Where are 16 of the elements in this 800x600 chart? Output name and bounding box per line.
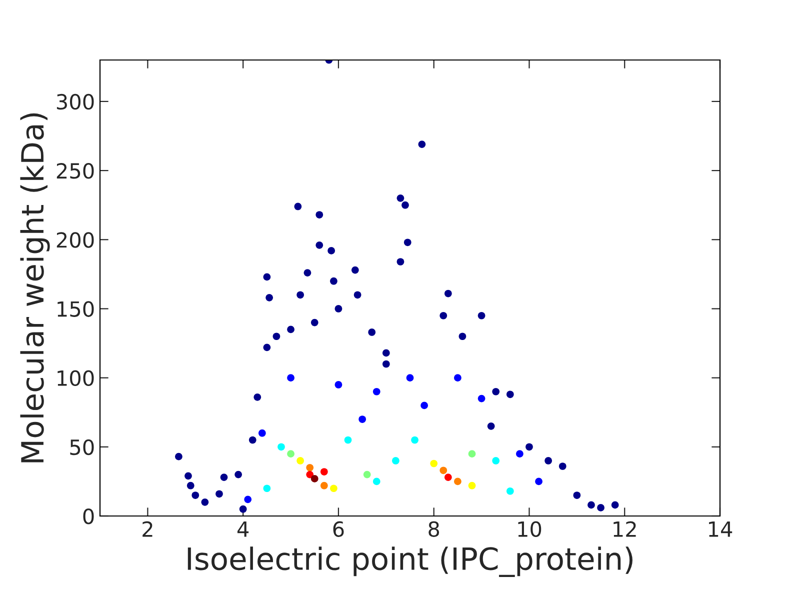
x-tick-label: 4 [237, 522, 249, 537]
y-tick-label: 100 [58, 370, 94, 386]
x-tick-label: 2 [142, 521, 152, 537]
x-tick-label: 10 [518, 521, 542, 537]
y-axis-title: Molecular weight (kDa) [20, 113, 50, 462]
y-tick-label: 200 [56, 232, 94, 248]
x-axis-title: Isoelectric point (IPC_protein) [188, 546, 632, 577]
y-tick-label: 0 [83, 508, 94, 524]
y-tick-label: 50 [70, 439, 94, 456]
x-tick-label: 14 [709, 522, 732, 537]
y-tick-label: 300 [56, 94, 94, 110]
y-tick-label: 250 [56, 163, 94, 179]
x-tick-label: 12 [614, 521, 636, 537]
y-tick-label: 150 [58, 301, 94, 317]
x-tick-label: 6 [333, 521, 344, 537]
x-tick-label: 8 [428, 521, 440, 537]
